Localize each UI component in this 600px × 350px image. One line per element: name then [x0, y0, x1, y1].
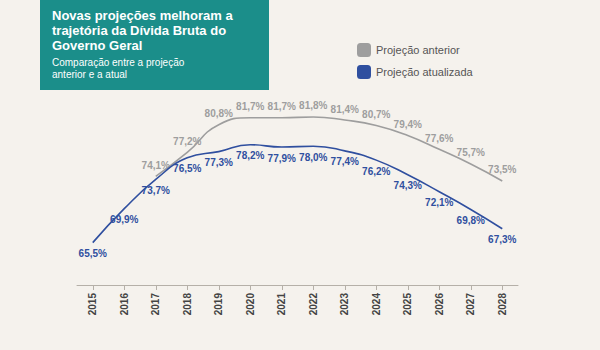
svg-text:2017: 2017 — [150, 293, 161, 316]
svg-text:69,8%: 69,8% — [457, 215, 485, 226]
svg-text:78,2%: 78,2% — [236, 150, 264, 161]
svg-text:77,3%: 77,3% — [205, 157, 233, 168]
svg-text:2025: 2025 — [402, 293, 413, 316]
svg-text:2024: 2024 — [371, 293, 382, 316]
svg-text:trajetória da Dívida Bruta do: trajetória da Dívida Bruta do — [52, 23, 230, 38]
svg-text:Comparação entre a projeção: Comparação entre a projeção — [52, 57, 187, 68]
svg-text:74,1%: 74,1% — [142, 160, 170, 171]
svg-text:76,5%: 76,5% — [173, 163, 201, 174]
svg-text:73,7%: 73,7% — [142, 185, 170, 196]
svg-text:77,2%: 77,2% — [173, 136, 201, 147]
svg-text:80,7%: 80,7% — [362, 109, 390, 120]
svg-text:2027: 2027 — [465, 293, 476, 316]
svg-text:72,1%: 72,1% — [425, 197, 453, 208]
svg-text:2015: 2015 — [87, 293, 98, 316]
svg-text:81,7%: 81,7% — [236, 101, 264, 112]
svg-text:Projeção atualizada: Projeção atualizada — [376, 66, 474, 78]
svg-text:2016: 2016 — [119, 293, 130, 316]
svg-text:2020: 2020 — [245, 293, 256, 316]
svg-text:2022: 2022 — [308, 293, 319, 316]
svg-text:73,5%: 73,5% — [488, 164, 516, 175]
svg-text:76,2%: 76,2% — [362, 166, 390, 177]
svg-text:77,6%: 77,6% — [425, 133, 453, 144]
svg-text:65,5%: 65,5% — [79, 248, 107, 259]
svg-text:anterior e a atual: anterior e a atual — [52, 69, 127, 80]
svg-text:2026: 2026 — [434, 293, 445, 316]
svg-text:79,4%: 79,4% — [394, 119, 422, 130]
svg-text:Novas projeções melhoram a: Novas projeções melhoram a — [52, 8, 236, 23]
svg-text:2028: 2028 — [497, 293, 508, 316]
svg-text:69,9%: 69,9% — [110, 214, 138, 225]
svg-text:2019: 2019 — [213, 293, 224, 316]
svg-text:Projeção anterior: Projeção anterior — [376, 44, 460, 56]
svg-text:2021: 2021 — [276, 293, 287, 316]
svg-text:78,0%: 78,0% — [299, 152, 327, 163]
svg-text:81,7%: 81,7% — [268, 101, 296, 112]
svg-text:2018: 2018 — [182, 293, 193, 316]
svg-text:Governo Geral: Governo Geral — [52, 38, 142, 53]
svg-text:77,9%: 77,9% — [268, 153, 296, 164]
svg-text:80,8%: 80,8% — [205, 108, 233, 119]
svg-text:67,3%: 67,3% — [488, 234, 516, 245]
svg-text:81,4%: 81,4% — [331, 104, 359, 115]
svg-text:74,3%: 74,3% — [394, 180, 422, 191]
svg-text:2023: 2023 — [339, 293, 350, 316]
svg-text:75,7%: 75,7% — [457, 147, 485, 158]
svg-text:81,8%: 81,8% — [299, 100, 327, 111]
svg-text:77,4%: 77,4% — [331, 156, 359, 167]
